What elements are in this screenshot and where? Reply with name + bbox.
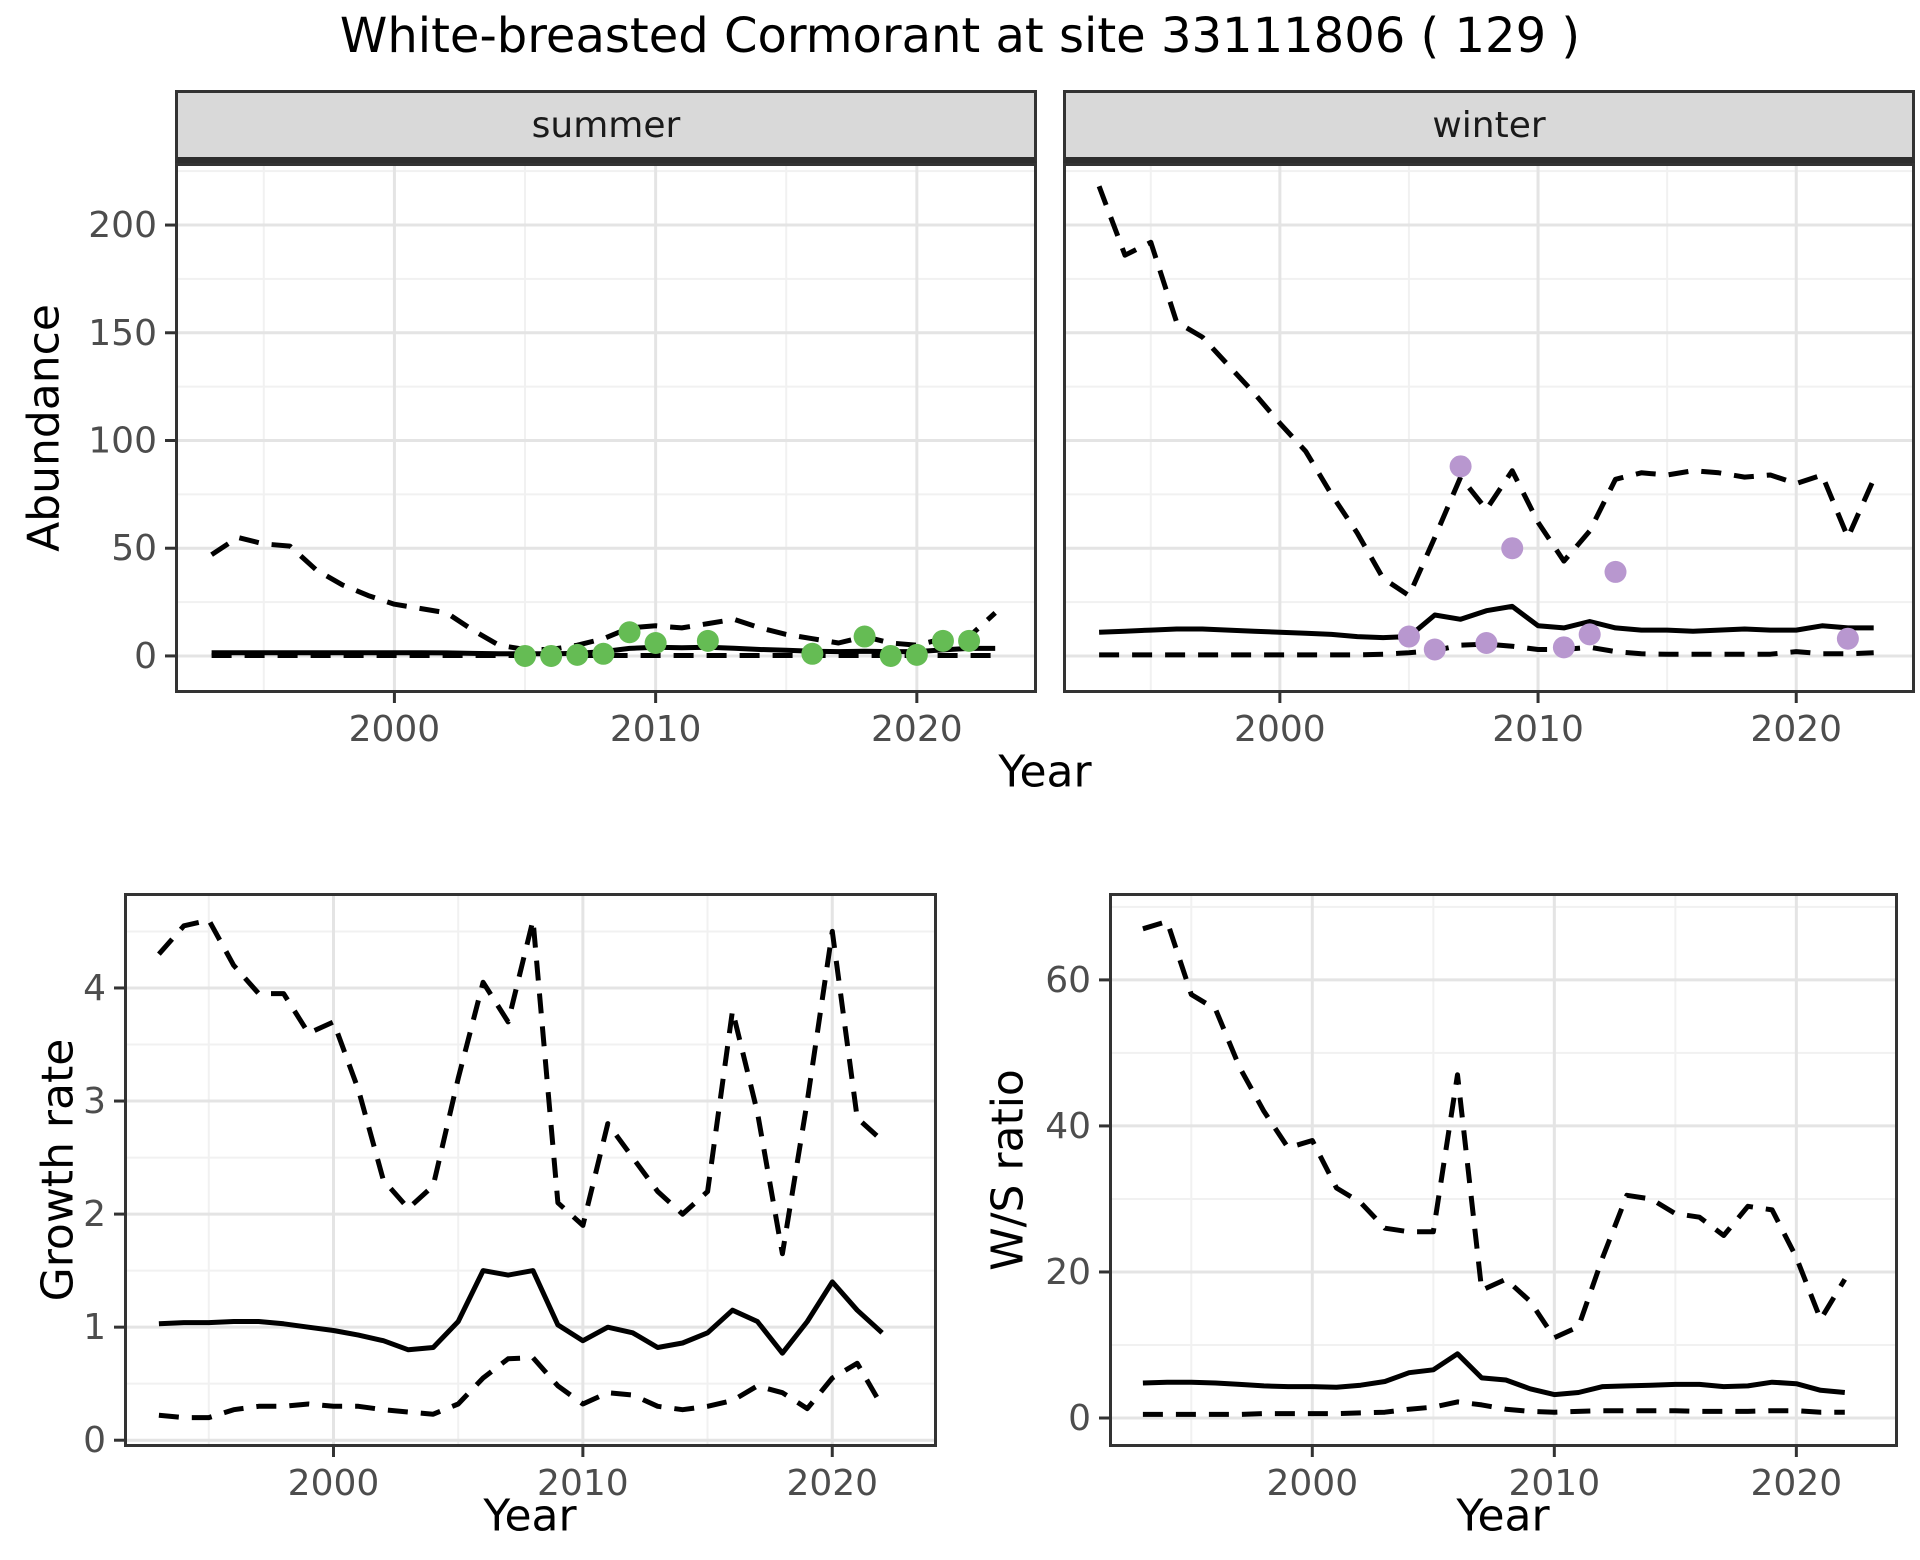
observed-point: [1501, 537, 1524, 560]
panel-background: [175, 163, 1037, 693]
observed-point: [514, 644, 537, 667]
x-tick-label: 2000: [1234, 709, 1326, 750]
facet-strip-summer: summer: [175, 90, 1037, 163]
observed-point: [1423, 638, 1446, 661]
y-tick-label: 0: [134, 636, 157, 677]
summer-abundance-panel: 2000 2010 2020 0 50 100 150 200: [88, 163, 1037, 750]
series-ci_lower_2.5-line: [1142, 1399, 1845, 1417]
ws-ratio-panel: 2000 2010 2020 0 20 40 60: [1045, 893, 1898, 1504]
x-tick-label: 2000: [1266, 1463, 1358, 1504]
x-tick-label: 2020: [786, 1463, 878, 1504]
panel-border: [175, 163, 1037, 693]
series-ci_upper_97.5-line: [1096, 185, 1876, 599]
facet-strip-winter: winter: [1063, 90, 1915, 163]
series-ci_upper_97.5-line: [157, 917, 884, 1257]
observed-point: [1449, 455, 1472, 478]
observed-point: [1552, 636, 1575, 659]
y-tick-label: 1: [83, 1307, 106, 1348]
x-tick-label: 2000: [349, 709, 441, 750]
y-tick-label: 40: [1045, 1106, 1091, 1147]
observed-point: [1475, 632, 1498, 655]
observed-point: [931, 629, 954, 652]
observed-point: [644, 632, 667, 655]
observed-point: [592, 642, 615, 665]
x-tick-label: 2000: [288, 1463, 380, 1504]
observed-point: [853, 625, 876, 648]
y-axis-label-ws-ratio: W/S ratio: [982, 1069, 1034, 1271]
observed-point: [958, 629, 981, 652]
y-tick-label: 0: [83, 1420, 106, 1461]
panel-background: [124, 893, 937, 1447]
x-axis-label-year-top: Year: [998, 746, 1092, 798]
observed-point: [905, 643, 928, 666]
panel-border: [1063, 163, 1915, 693]
observed-point: [540, 644, 563, 667]
series-median-line: [1099, 603, 1874, 641]
y-tick-label: 50: [111, 528, 157, 569]
y-tick-label: 60: [1045, 960, 1091, 1001]
x-tick-label: 2010: [610, 709, 702, 750]
x-tick-label: 2010: [1492, 709, 1584, 750]
panel-border: [1109, 893, 1898, 1447]
series-median-line: [1142, 1351, 1846, 1398]
y-tick-label: 20: [1045, 1252, 1091, 1293]
x-tick-label: 2020: [871, 709, 963, 750]
y-axis-label-abundance: Abundance: [18, 304, 70, 552]
y-tick-label: 4: [83, 968, 106, 1009]
observed-point: [1836, 627, 1859, 650]
winter-abundance-panel: 2000 2010 2020: [1063, 163, 1915, 750]
y-tick-label: 2: [83, 1194, 106, 1235]
x-axis-label-year-growth: Year: [483, 1490, 577, 1542]
panel-background: [1063, 163, 1915, 693]
observed-point: [879, 644, 902, 667]
x-axis-label-year-ws: Year: [1456, 1490, 1550, 1542]
x-tick-label: 2010: [537, 1463, 629, 1504]
y-tick-label: 150: [88, 313, 157, 354]
y-tick-label: 0: [1068, 1398, 1091, 1439]
panel-border: [124, 893, 937, 1447]
y-tick-label: 200: [88, 205, 157, 246]
observed-point: [618, 621, 641, 644]
observed-point: [1578, 623, 1601, 646]
observed-point: [1397, 625, 1420, 648]
x-tick-label: 2020: [1750, 709, 1842, 750]
observed-point: [566, 643, 589, 666]
series-median-line: [158, 1268, 884, 1356]
observed-point: [696, 629, 719, 652]
x-tick-label: 2010: [1509, 1463, 1601, 1504]
y-axis-label-growth-rate: Growth rate: [32, 1038, 84, 1302]
observed-point: [801, 642, 824, 665]
figure-title: White-breasted Cormorant at site 3311180…: [339, 8, 1581, 64]
observed-point: [1604, 560, 1627, 583]
series-ci_upper_97.5-line: [1142, 919, 1847, 1341]
panel-background: [1109, 893, 1898, 1447]
growth-rate-panel: 2000 2010 2020 0 1 2 3 4: [83, 893, 937, 1504]
x-tick-label: 2020: [1751, 1463, 1843, 1504]
y-tick-label: 100: [88, 420, 157, 461]
y-tick-label: 3: [83, 1081, 106, 1122]
